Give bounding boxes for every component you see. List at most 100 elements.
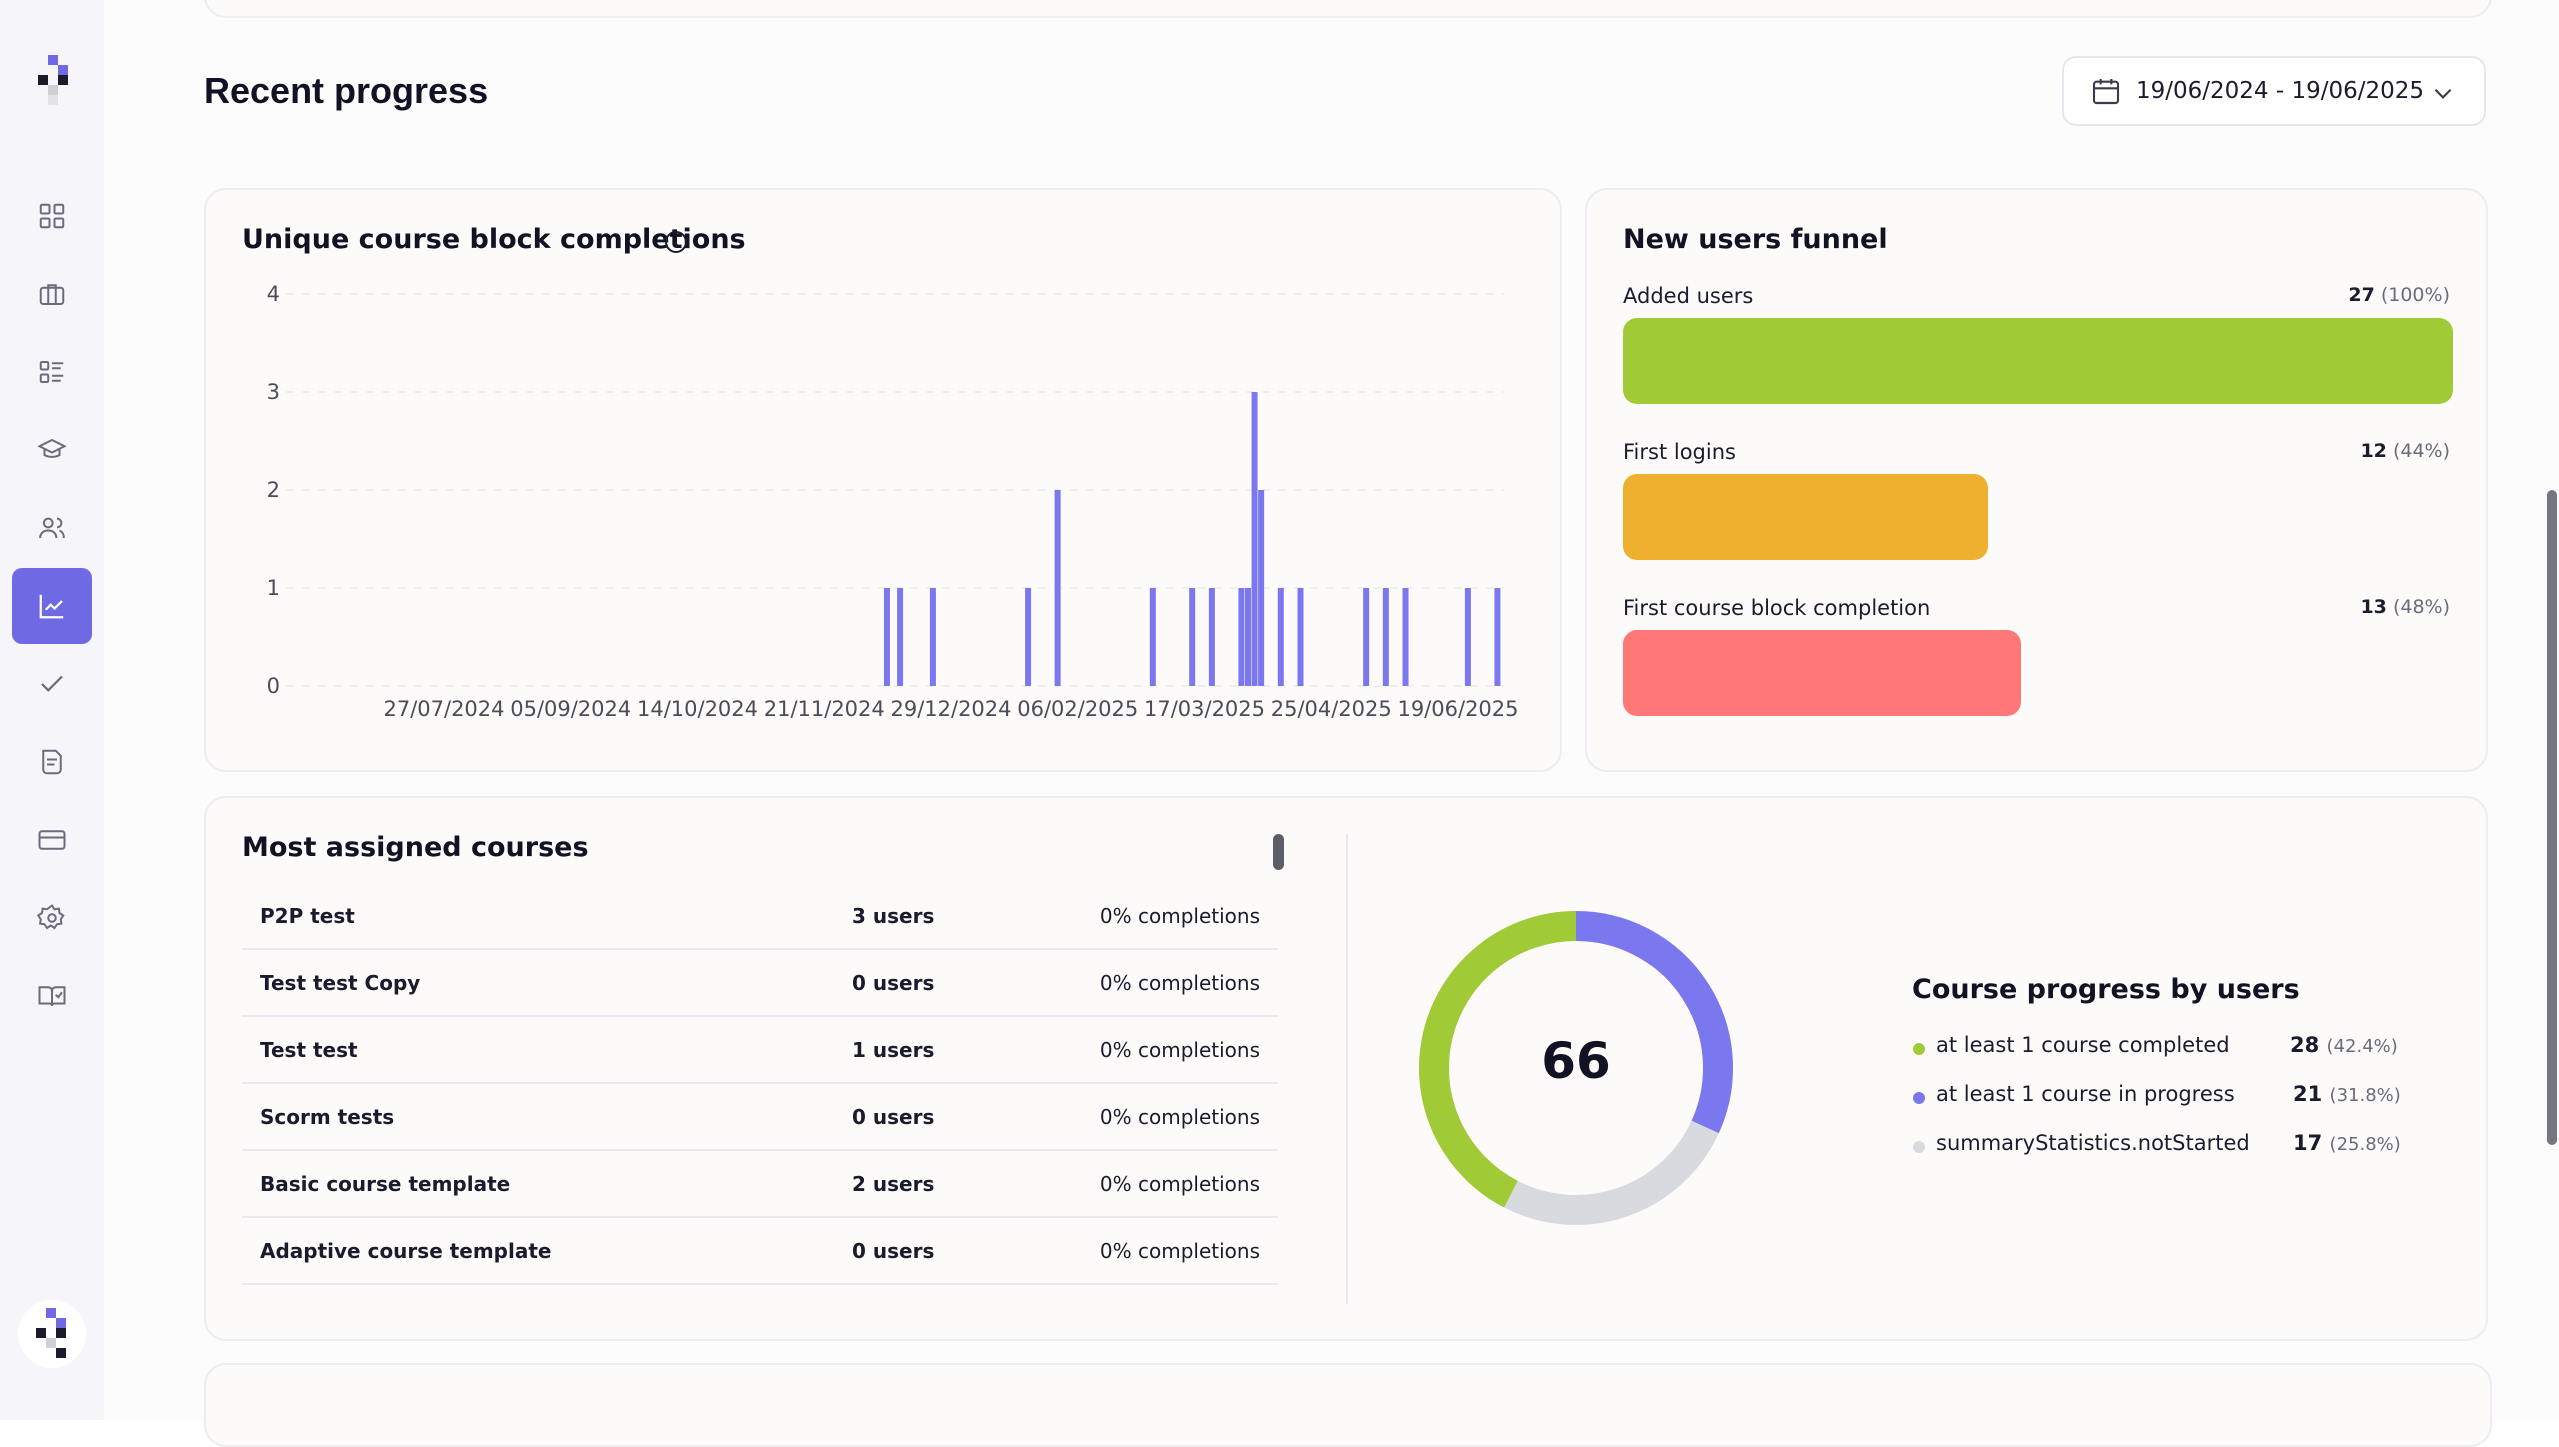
x-tick-label: 05/09/2024: [510, 697, 631, 721]
funnel-value: 27 (100%): [2348, 284, 2450, 306]
funnel-bar[interactable]: [1623, 318, 2453, 404]
course-row[interactable]: Test test 1 users 0% completions: [242, 1018, 1278, 1084]
completions-chart-title: Unique course block completions: [242, 224, 746, 255]
dashboard-icon: [39, 203, 65, 229]
legend-label-completed: at least 1 course completed: [1936, 1033, 2230, 1057]
funnel-label: Added users: [1623, 284, 1754, 308]
page-scrollbar[interactable]: [2547, 490, 2557, 1145]
chevron-down-icon: [2434, 88, 2452, 99]
app-logo[interactable]: [38, 55, 72, 105]
info-icon[interactable]: [664, 230, 688, 254]
sidebar-item-knowledge[interactable]: [12, 958, 92, 1034]
chart-bar: [1258, 490, 1265, 686]
list-icon: [39, 361, 64, 383]
check-icon: [41, 675, 63, 692]
legend-dot-completed: [1913, 1043, 1925, 1055]
x-tick-label: 29/12/2024: [890, 697, 1011, 721]
courses-card: Most assigned courses P2P test 3 users 0…: [204, 796, 2488, 1341]
funnel-label: First logins: [1623, 440, 1736, 464]
course-completions: 0% completions: [1099, 1038, 1260, 1062]
chart-bar: [1054, 490, 1061, 686]
course-users: 3 users: [852, 904, 935, 928]
legend-label-not-started: summaryStatistics.notStarted: [1936, 1131, 2250, 1155]
y-tick-label: 1: [267, 576, 280, 600]
sidebar: [0, 0, 104, 1420]
x-tick-label: 06/02/2025: [1017, 697, 1138, 721]
users-icon: [39, 517, 65, 539]
course-name: Test test Copy: [260, 971, 421, 995]
chart-bar: [1189, 588, 1196, 686]
sidebar-item-billing[interactable]: [12, 802, 92, 878]
course-row[interactable]: Adaptive course template 0 users 0% comp…: [242, 1219, 1278, 1285]
y-tick-label: 0: [267, 674, 280, 698]
courses-scrollbar[interactable]: [1273, 834, 1284, 870]
graduation-cap-icon: [37, 438, 67, 458]
x-tick-label: 25/04/2025: [1271, 697, 1392, 721]
completions-chart-card: Unique course block completions 0 1 2 3 4 27/…: [204, 188, 1562, 772]
chart-bar: [929, 588, 936, 686]
chart-bar: [897, 588, 904, 686]
sidebar-item-users[interactable]: [12, 490, 92, 566]
x-tick-label: 17/03/2025: [1144, 697, 1265, 721]
section-divider: [1346, 834, 1348, 1304]
donut-segment: [1575, 911, 1733, 1134]
sidebar-item-courses[interactable]: [12, 412, 92, 488]
sidebar-item-lists[interactable]: [12, 334, 92, 410]
x-tick-label: 21/11/2024: [764, 697, 885, 721]
briefcase-icon: [39, 284, 65, 305]
course-row[interactable]: Test test Copy 0 users 0% completions: [242, 951, 1278, 1017]
legend-value-in-progress: 21 (31.8%): [2293, 1082, 2401, 1106]
main-content: Recent progress 19/06/2024 - 19/06/2025 …: [104, 0, 2559, 1447]
users-funnel-card: New users funnel Added users 27 (100%) Fir…: [1585, 188, 2488, 772]
legend-value-completed: 28 (42.4%): [2290, 1033, 2398, 1057]
courses-title: Most assigned courses: [242, 832, 589, 863]
next-section-card: [204, 1363, 2492, 1447]
course-completions: 0% completions: [1099, 1239, 1260, 1263]
course-completions: 0% completions: [1099, 1105, 1260, 1129]
date-range-label: 19/06/2024 - 19/06/2025: [2136, 78, 2425, 104]
chart-bar: [1382, 588, 1389, 686]
chart-bar: [1494, 588, 1501, 686]
sidebar-item-tasks[interactable]: [12, 646, 92, 722]
funnel-bar[interactable]: [1623, 630, 2021, 716]
course-users: 2 users: [852, 1172, 935, 1196]
funnel-bar[interactable]: [1623, 474, 1988, 560]
course-row[interactable]: P2P test 3 users 0% completions: [242, 884, 1278, 950]
chart-bar: [1277, 588, 1284, 686]
sidebar-item-dashboard[interactable]: [12, 178, 92, 254]
legend-value-not-started: 17 (25.8%): [2293, 1131, 2401, 1155]
chart-bar: [883, 588, 890, 686]
user-avatar[interactable]: [18, 1300, 86, 1368]
course-name: P2P test: [260, 904, 355, 928]
course-name: Scorm tests: [260, 1105, 395, 1129]
sidebar-item-portfolio[interactable]: [12, 256, 92, 332]
book-check-icon: [38, 986, 66, 1007]
chart-bar: [1025, 588, 1032, 686]
course-users: 0 users: [852, 1239, 935, 1263]
legend-dot-not-started: [1913, 1141, 1925, 1153]
chart-bar: [1297, 588, 1304, 686]
funnel-title: New users funnel: [1623, 224, 1888, 255]
course-row[interactable]: Scorm tests 0 users 0% completions: [242, 1085, 1278, 1151]
course-completions: 0% completions: [1099, 971, 1260, 995]
chart-bar: [1244, 588, 1251, 686]
course-users: 0 users: [852, 971, 935, 995]
course-users: 0 users: [852, 1105, 935, 1129]
sidebar-item-documents[interactable]: [12, 724, 92, 800]
chart-bar: [1251, 392, 1258, 686]
donut-segment: [1419, 911, 1577, 1208]
legend-dot-in-progress: [1913, 1092, 1925, 1104]
funnel-value: 13 (48%): [2360, 596, 2450, 618]
date-range-picker[interactable]: 19/06/2024 - 19/06/2025: [2062, 56, 2486, 126]
x-tick-label: 27/07/2024: [383, 697, 504, 721]
course-completions: 0% completions: [1099, 904, 1260, 928]
sidebar-item-analytics[interactable]: [12, 568, 92, 644]
settings-icon: [37, 904, 65, 930]
course-completions: 0% completions: [1099, 1172, 1260, 1196]
chart-bar: [1208, 588, 1215, 686]
course-row[interactable]: Basic course template 2 users 0% complet…: [242, 1152, 1278, 1218]
x-tick-label: 14/10/2024: [637, 697, 758, 721]
sidebar-item-settings[interactable]: [12, 880, 92, 956]
page-title: Recent progress: [204, 70, 489, 111]
y-tick-label: 3: [267, 380, 280, 404]
